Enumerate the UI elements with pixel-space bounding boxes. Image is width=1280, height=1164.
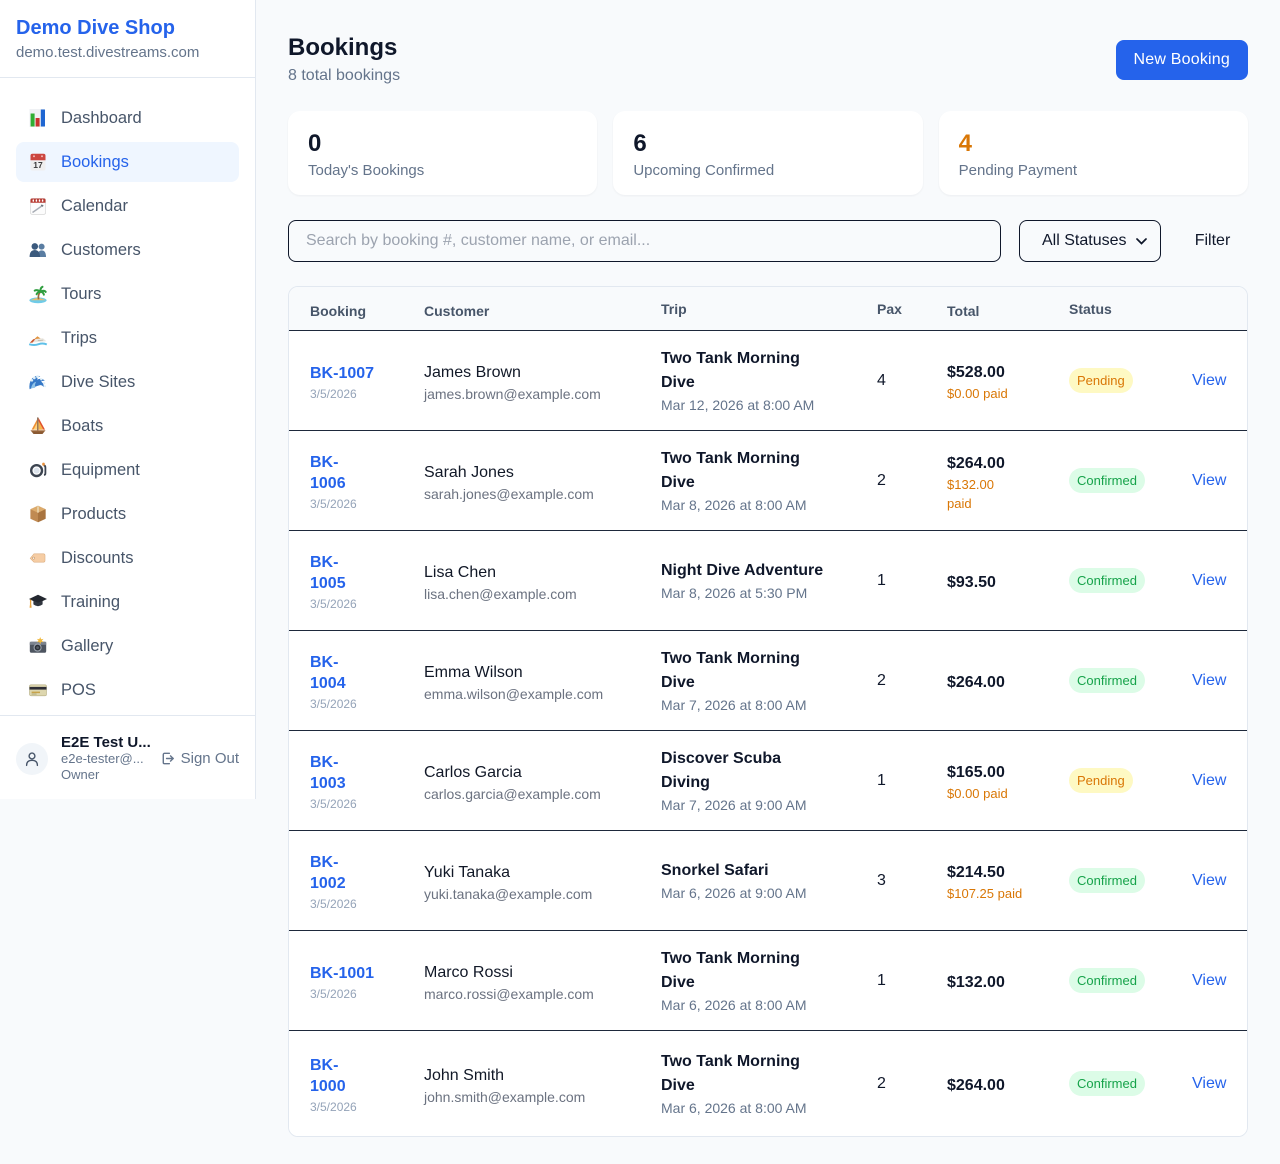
svg-text:17: 17 — [33, 160, 43, 170]
